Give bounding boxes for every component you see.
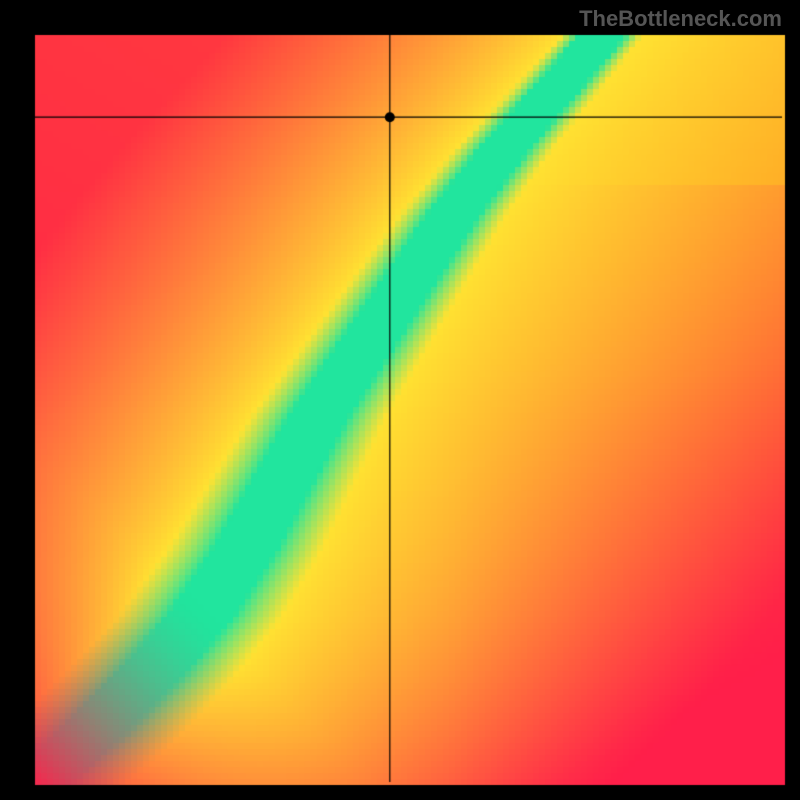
watermark-text: TheBottleneck.com (579, 6, 782, 32)
heatmap-canvas (0, 0, 800, 800)
chart-container: TheBottleneck.com (0, 0, 800, 800)
